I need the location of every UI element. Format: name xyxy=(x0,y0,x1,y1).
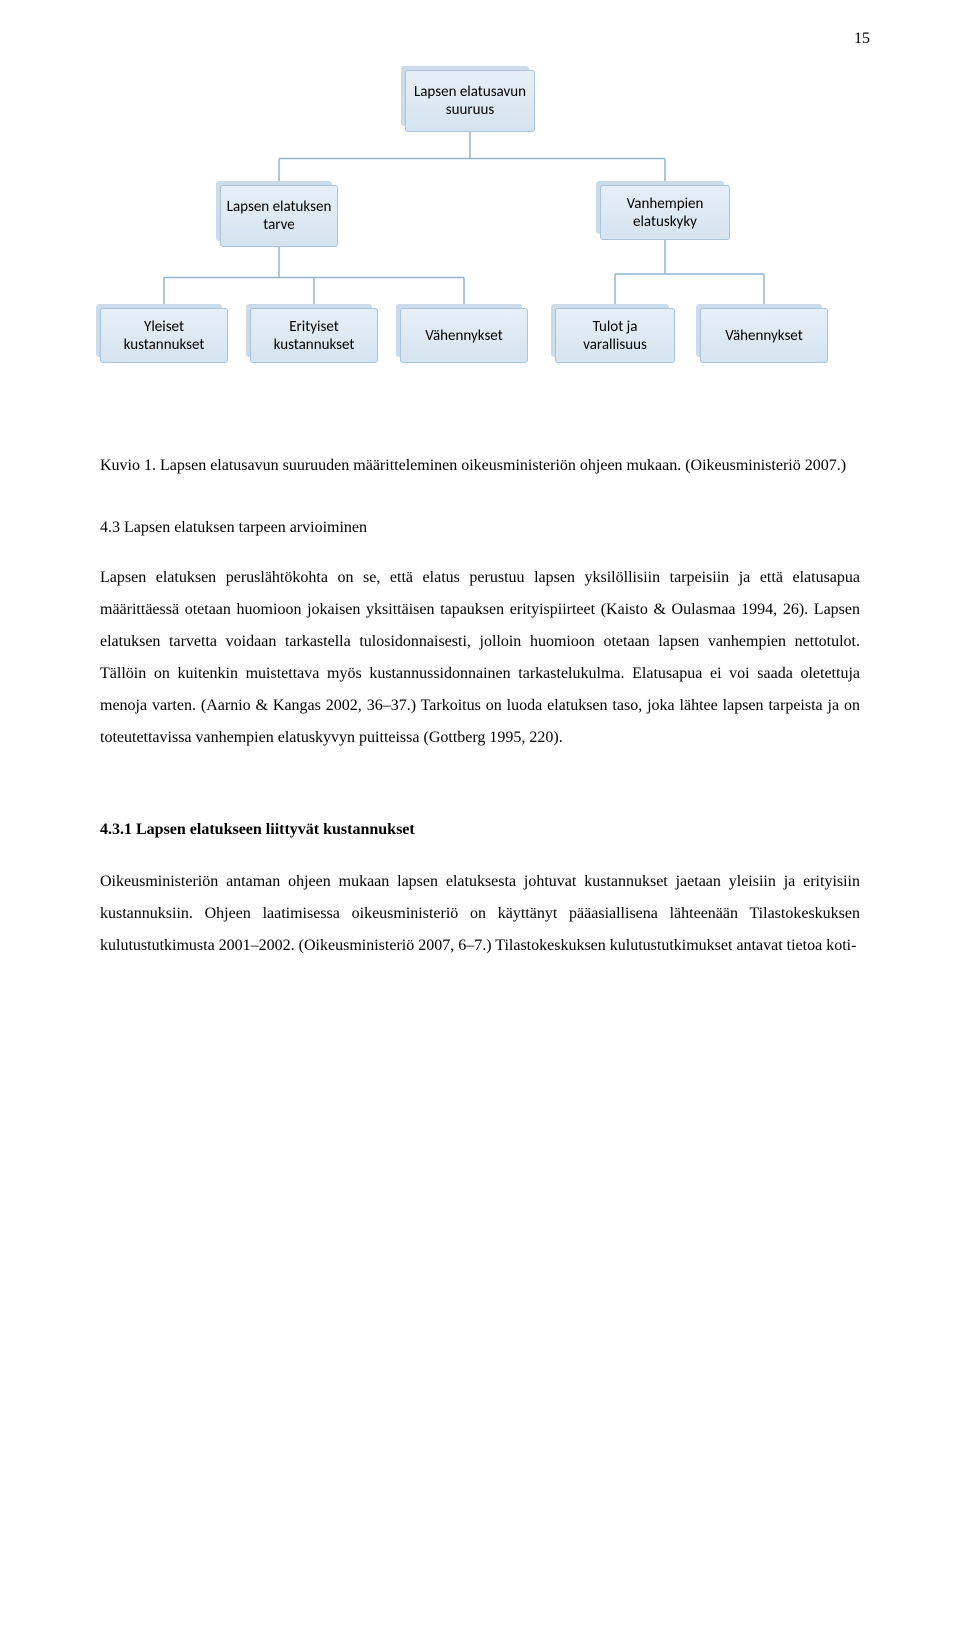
page-number: 15 xyxy=(854,30,870,48)
body-paragraph-2: Oikeusministeriön antaman ohjeen mukaan … xyxy=(100,866,860,962)
chart-node-l3e: Vähennykset xyxy=(700,308,828,363)
chart-node-l3b: Erityiset kustannukset xyxy=(250,308,378,363)
chart-node-l2a: Lapsen elatuksen tarve xyxy=(220,185,338,247)
org-chart: Lapsen elatusavun suuruus Lapsen elatukse… xyxy=(100,70,860,410)
body-paragraph-1: Lapsen elatuksen peruslähtökohta on se, … xyxy=(100,562,860,754)
subsection-heading: 4.3.1 Lapsen elatukseen liittyvät kustan… xyxy=(100,814,860,846)
chart-node-l3a: Yleiset kustannukset xyxy=(100,308,228,363)
chart-node-root: Lapsen elatusavun suuruus xyxy=(405,70,535,132)
chart-node-l2b: Vanhempien elatuskyky xyxy=(600,185,730,240)
chart-node-l3c: Vähennykset xyxy=(400,308,528,363)
chart-node-l3d: Tulot ja varallisuus xyxy=(555,308,675,363)
section-heading: 4.3 Lapsen elatuksen tarpeen arvioiminen xyxy=(100,512,860,544)
figure-caption: Kuvio 1. Lapsen elatusavun suuruuden mää… xyxy=(100,450,860,482)
